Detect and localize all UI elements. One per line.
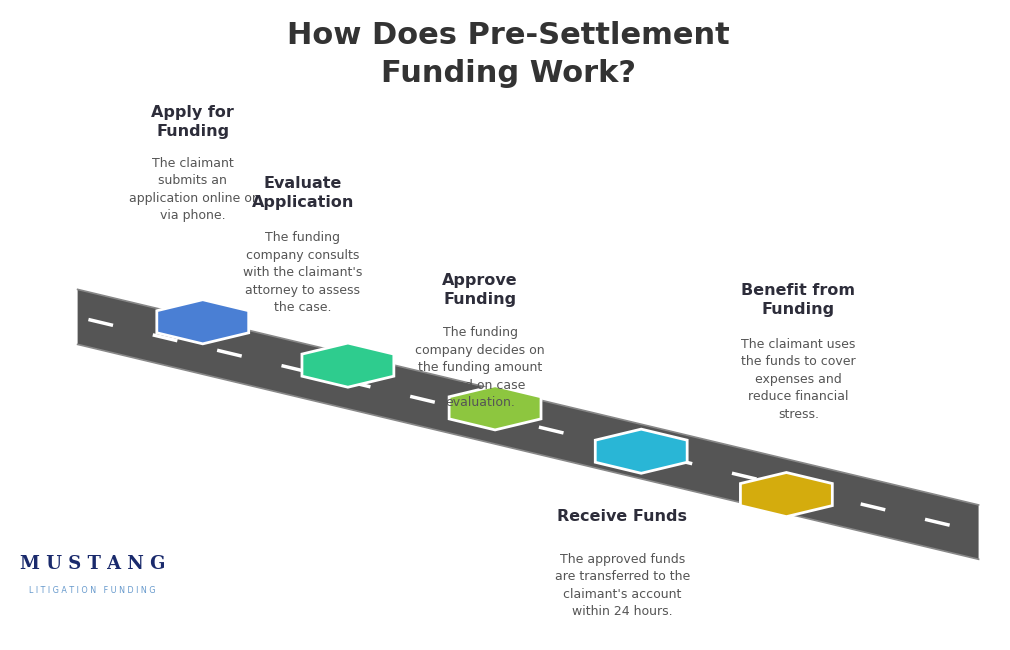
Polygon shape <box>302 343 394 387</box>
Text: The claimant
submits an
application online or
via phone.: The claimant submits an application onli… <box>128 157 257 222</box>
Text: How Does Pre-Settlement
Funding Work?: How Does Pre-Settlement Funding Work? <box>287 21 729 88</box>
Polygon shape <box>595 429 687 473</box>
Text: The funding
company consults
with the claimant's
attorney to assess
the case.: The funding company consults with the cl… <box>243 231 363 314</box>
Polygon shape <box>449 385 541 430</box>
Text: Apply for
Funding: Apply for Funding <box>152 105 234 139</box>
Text: L I T I G A T I O N   F U N D I N G: L I T I G A T I O N F U N D I N G <box>29 586 156 595</box>
Text: Evaluate
Application: Evaluate Application <box>251 176 355 211</box>
Text: Receive Funds: Receive Funds <box>558 510 687 525</box>
Text: Benefit from
Funding: Benefit from Funding <box>741 283 855 317</box>
Text: The approved funds
are transferred to the
claimant's account
within 24 hours.: The approved funds are transferred to th… <box>554 552 690 618</box>
Text: Approve
Funding: Approve Funding <box>442 273 518 307</box>
Polygon shape <box>740 473 832 517</box>
Text: The claimant uses
the funds to cover
expenses and
reduce financial
stress.: The claimant uses the funds to cover exp… <box>741 338 855 421</box>
Polygon shape <box>157 300 248 344</box>
Polygon shape <box>78 289 979 559</box>
Text: M U S T A N G: M U S T A N G <box>20 556 166 573</box>
Text: The funding
company decides on
the funding amount
based on case
evaluation.: The funding company decides on the fundi… <box>415 326 544 410</box>
